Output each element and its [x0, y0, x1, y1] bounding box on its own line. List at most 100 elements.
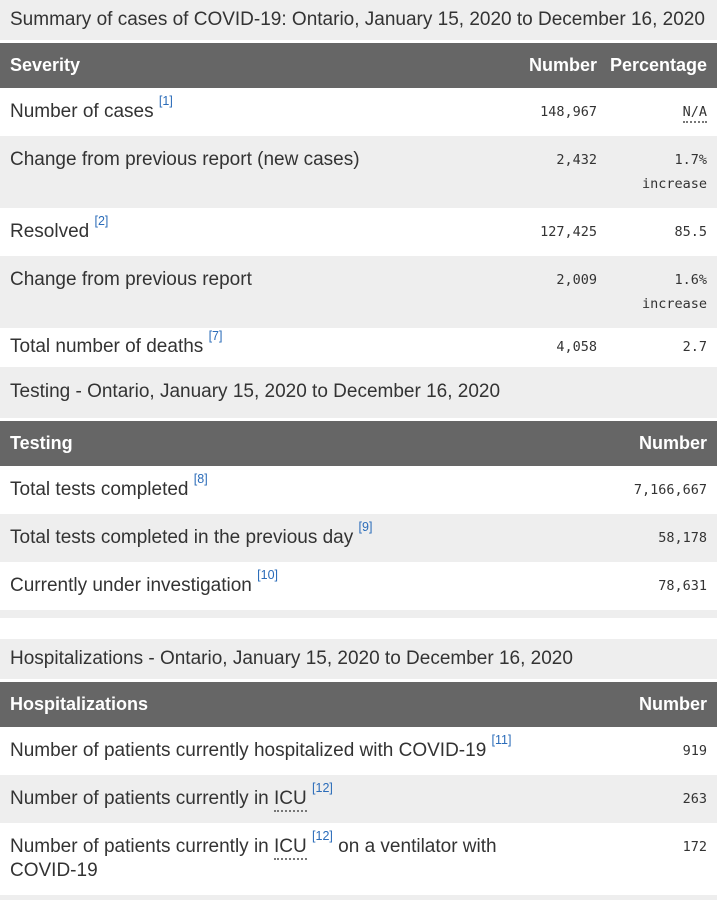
row-label-cell: Change from previous report (new cases) [0, 136, 477, 208]
row-label-cell: Number of patients currently in ICU [12] [0, 775, 577, 823]
hospitalizations-column-header: Hospitalizations [0, 682, 577, 727]
row-label-text: Change from previous report [10, 269, 252, 290]
row-label-text: Resolved [10, 221, 90, 242]
row-number-cell: 2,009 [556, 272, 597, 288]
row-label-text: Total tests completed [10, 479, 189, 500]
row-number-cell: 4,058 [556, 339, 597, 355]
row-number-cell: 127,425 [540, 224, 597, 240]
hospitalizations-section: Hospitalizations - Ontario, January 15, … [0, 639, 717, 895]
row-number-cell: 7,166,667 [633, 482, 707, 498]
table-row: Total tests completed [8] 7,166,667 [0, 466, 717, 514]
footnote-link[interactable]: [1] [158, 93, 173, 108]
table-header-row: Severity Number Percentage [0, 43, 717, 88]
row-label-cell: Change from previous report [0, 256, 477, 328]
cell-text: 1.7% [674, 152, 707, 168]
row-label-cell: Resolved [2] [0, 208, 477, 256]
table-row: Number of cases [1] 148,967 N/A [0, 88, 717, 136]
severity-table-body: Number of cases [1] 148,967 N/A Change from… [0, 88, 717, 365]
footnote-link[interactable]: [10] [257, 567, 278, 582]
footnote-link[interactable]: [11] [491, 732, 512, 747]
row-label-text: on a ventilator with COVID-19 [10, 836, 497, 881]
footnote-marker: [2] [94, 213, 109, 234]
severity-table: Severity Number Percentage Number of cas… [0, 43, 717, 365]
row-label-cell: Total number of deaths [7] [0, 328, 477, 365]
row-number-cell: 2,432 [556, 152, 597, 168]
row-label-cell: Total tests completed in the previous da… [0, 514, 577, 562]
footnote-marker: [1] [158, 93, 173, 114]
row-number-cell: 919 [682, 743, 707, 759]
next-table-partial-row [0, 895, 717, 900]
row-percentage-cell: 85.5 [597, 208, 717, 256]
hospitalizations-table-caption: Hospitalizations - Ontario, January 15, … [0, 639, 717, 679]
table-row: Change from previous report 2,009 1.6% incr… [0, 256, 717, 328]
row-percentage-cell: 2.7 [597, 328, 717, 365]
footnote-link[interactable]: [8] [193, 471, 208, 486]
testing-table-caption: Testing - Ontario, January 15, 2020 to D… [0, 367, 717, 418]
severity-column-header: Severity [0, 43, 477, 88]
row-percentage-cell: N/A [597, 88, 717, 136]
cell-text: 1.6% [674, 272, 707, 288]
number-column-header: Number [477, 43, 597, 88]
testing-table-body: Total tests completed [8] 7,166,667 Total … [0, 466, 717, 610]
row-number-cell: 148,967 [540, 104, 597, 120]
percentage-column-header: Percentage [597, 43, 717, 88]
summary-table-caption: Summary of cases of COVID-19: Ontario, J… [0, 0, 717, 40]
table-header-row: Testing Number [0, 421, 717, 466]
row-label-cell: Number of cases [1] [0, 88, 477, 136]
summary-of-cases-section: Summary of cases of COVID-19: Ontario, J… [0, 0, 717, 365]
row-label-text: Total tests completed in the previous da… [10, 527, 354, 548]
testing-section: Testing - Ontario, January 15, 2020 to D… [0, 367, 717, 618]
footnote-marker: [11] [491, 732, 512, 753]
table-row: Number of patients currently hospitalize… [0, 727, 717, 775]
abbreviation: N/A [682, 104, 707, 123]
footnote-marker: [12] [312, 828, 333, 849]
row-label-text: Number of cases [10, 101, 154, 122]
footnote-link[interactable]: [7] [208, 328, 223, 343]
row-number-cell: 263 [682, 791, 707, 807]
footnote-marker: [10] [257, 567, 278, 588]
row-percentage-cell: 1.6% increase [597, 256, 717, 328]
table-row: Currently under investigation [10] 78,631 [0, 562, 717, 610]
number-column-header: Number [577, 682, 717, 727]
footnote-link[interactable]: [12] [312, 828, 333, 843]
table-row: Total tests completed in the previous da… [0, 514, 717, 562]
footnote-link[interactable]: [9] [358, 519, 373, 534]
row-label-text: Number of patients currently in [10, 836, 269, 857]
row-label-text: Total number of deaths [10, 336, 204, 357]
row-number-cell: 172 [682, 839, 707, 855]
hospitalizations-table: Hospitalizations Number Number of patien… [0, 682, 717, 895]
row-label-cell: Number of patients currently hospitalize… [0, 727, 577, 775]
table-header-row: Hospitalizations Number [0, 682, 717, 727]
table-row: Total number of deaths [7] 4,058 2.7 [0, 328, 717, 365]
footnote-marker: [8] [193, 471, 208, 492]
row-number-cell: 58,178 [658, 530, 707, 546]
testing-column-header: Testing [0, 421, 577, 466]
table-row: Change from previous report (new cases) 2… [0, 136, 717, 208]
abbreviation: ICU [274, 788, 307, 812]
footnote-marker: [7] [208, 328, 223, 349]
table-spacer-row [0, 610, 717, 618]
cell-text: 2.7 [682, 339, 707, 355]
table-row: Resolved [2] 127,425 85.5 [0, 208, 717, 256]
row-percentage-cell: 1.7% increase [597, 136, 717, 208]
row-label-cell: Currently under investigation [10] [0, 562, 577, 610]
row-label-cell: Total tests completed [8] [0, 466, 577, 514]
testing-table: Testing Number Total tests completed [8]… [0, 421, 717, 610]
footnote-marker: [9] [358, 519, 373, 540]
footnote-link[interactable]: [12] [312, 780, 333, 795]
footnote-link[interactable]: [2] [94, 213, 109, 228]
row-label-text: Change from previous report (new cases) [10, 149, 360, 170]
cell-text: increase [641, 296, 707, 312]
row-label-cell: Number of patients currently in ICU [12]… [0, 823, 577, 895]
row-number-cell: 78,631 [658, 578, 707, 594]
row-label-text: Number of patients currently in [10, 788, 269, 809]
row-label-text: Number of patients currently hospitalize… [10, 740, 487, 761]
footnote-marker: [12] [312, 780, 333, 801]
abbreviation: ICU [274, 836, 307, 860]
cell-text: increase [641, 176, 707, 192]
hospitalizations-table-body: Number of patients currently hospitalize… [0, 727, 717, 895]
table-row: Number of patients currently in ICU [12]… [0, 775, 717, 823]
row-label-text: Currently under investigation [10, 575, 252, 596]
cell-text: 85.5 [674, 224, 707, 240]
